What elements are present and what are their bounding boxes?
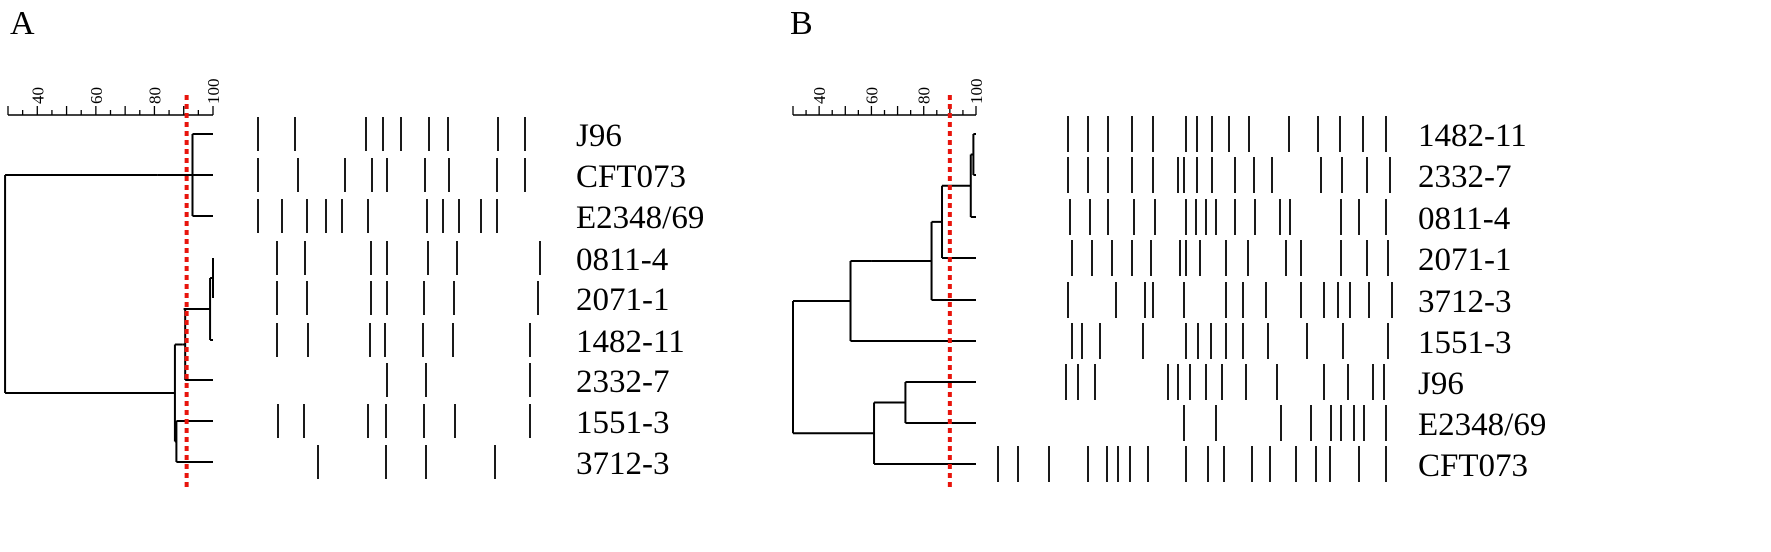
strain-label: J96 <box>576 118 622 154</box>
scale-tick-label: 40 <box>28 87 47 104</box>
strain-label: E2348/69 <box>576 200 704 236</box>
strain-label: 2071-1 <box>1418 242 1512 278</box>
panel-b-label: B <box>790 5 813 42</box>
strain-label: 1551-3 <box>1418 325 1512 361</box>
strain-label: 1482-11 <box>1418 118 1527 154</box>
strain-label: 1482-11 <box>576 324 685 360</box>
scale-tick-label: 100 <box>204 79 223 105</box>
strain-label: E2348/69 <box>1418 407 1546 443</box>
strain-label: 1551-3 <box>576 405 670 441</box>
panel-b-similarity-scale: 40 60 80 100 <box>792 79 986 116</box>
strain-label: CFT073 <box>1418 448 1528 484</box>
scale-tick-label: 60 <box>87 87 106 104</box>
strain-label: 3712-3 <box>1418 284 1512 320</box>
scale-tick-label: 40 <box>810 87 829 104</box>
panel-a-band-patterns <box>257 117 541 479</box>
strain-label: J96 <box>1418 366 1464 402</box>
panel-a-strain-labels: J96 CFT073 E2348/69 0811-4 2071-1 1482-11 2332… <box>576 118 704 482</box>
panel-b: B 40 60 80 100 1482-11 2332-7 0811-4 2071-1 371… <box>790 5 1546 488</box>
panel-b-strain-labels: 1482-11 2332-7 0811-4 2071-1 3712-3 1551-3 J96… <box>1418 118 1546 484</box>
panel-a-similarity-scale: 40 60 80 100 <box>7 79 223 116</box>
panel-b-dendrogram <box>792 133 976 465</box>
panel-a-label: A <box>10 5 35 42</box>
panel-a: A 40 60 80 100 J96 CFT073 E2348/69 0811-4 2071-… <box>4 5 704 488</box>
scale-tick-label: 100 <box>967 79 986 105</box>
strain-label: 0811-4 <box>576 242 668 278</box>
strain-label: CFT073 <box>576 159 686 195</box>
strain-label: 2332-7 <box>576 364 670 400</box>
strain-label: 2071-1 <box>576 282 670 318</box>
strain-label: 0811-4 <box>1418 201 1510 237</box>
scale-tick-label: 80 <box>145 87 164 104</box>
scale-tick-label: 80 <box>915 87 934 104</box>
panel-a-dendrogram <box>4 133 214 463</box>
panel-b-band-patterns <box>997 116 1393 482</box>
strain-label: 3712-3 <box>576 446 670 482</box>
scale-tick-label: 60 <box>862 87 881 104</box>
strain-label: 2332-7 <box>1418 159 1512 195</box>
